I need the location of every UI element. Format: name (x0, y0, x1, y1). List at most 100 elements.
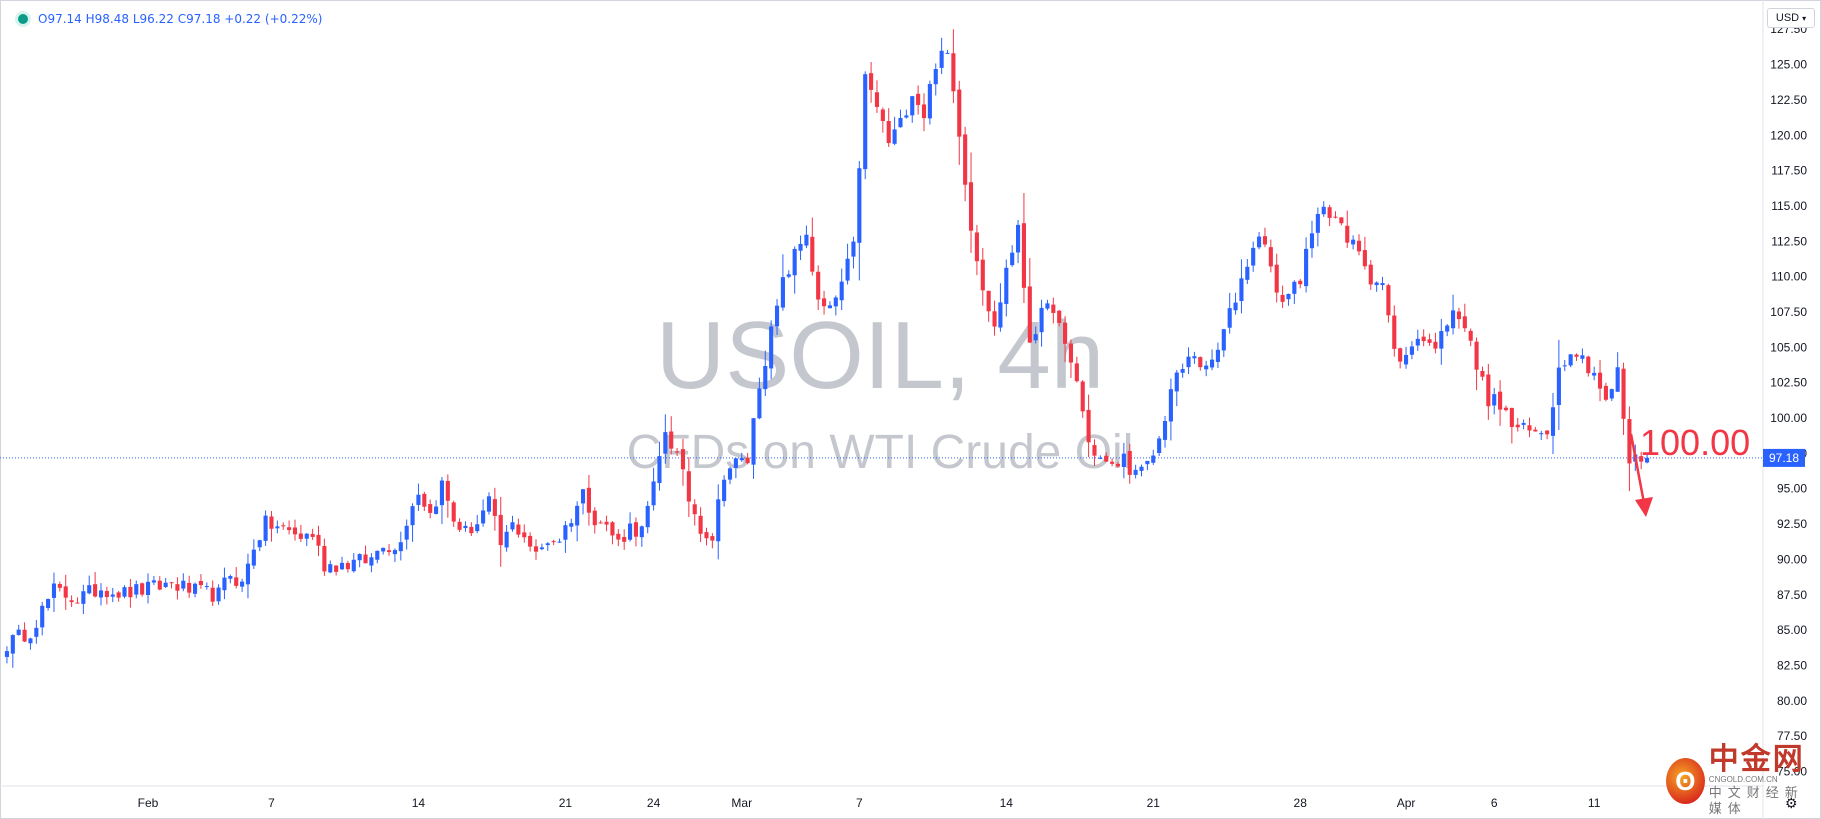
candle-body (222, 577, 227, 591)
candle (339, 556, 345, 571)
candle-body (140, 583, 145, 595)
candle-body (1509, 407, 1514, 427)
candle-body (616, 533, 621, 540)
legend-change: +0.22 (+0.22%) (224, 12, 323, 26)
price-axis[interactable]: 75.00 77.50 80.00 82.50 85.00 87.50 90.00 92.50… (1770, 22, 1807, 778)
candle-body (1168, 389, 1173, 422)
candle (586, 474, 591, 526)
currency-selector[interactable]: USD ▾ (1767, 8, 1815, 28)
candle (1421, 329, 1426, 347)
candle (1433, 332, 1438, 354)
candle (1550, 393, 1556, 455)
candle (1268, 239, 1273, 273)
candle-body (1063, 322, 1068, 344)
candle-body (1362, 250, 1367, 267)
candle (1227, 292, 1232, 334)
candle-body (1356, 240, 1362, 252)
price-tick-label: 75.00 (1777, 765, 1807, 779)
candle-body (1162, 420, 1168, 440)
candle (422, 491, 427, 512)
candle (51, 572, 57, 612)
candle (927, 80, 932, 125)
candle (475, 514, 480, 534)
candle-body (757, 388, 762, 419)
candle-body (1174, 372, 1179, 392)
candle-body (628, 523, 633, 540)
candle (1045, 299, 1050, 311)
candle-body (463, 525, 468, 529)
candle (1580, 348, 1585, 364)
time-axis[interactable]: Feb 7 14 21 24 Mar 7 14 21 28 Apr 6 11 (138, 796, 1601, 810)
candle (1509, 407, 1514, 444)
candle (1092, 439, 1097, 466)
candle (628, 512, 633, 542)
gear-icon[interactable]: ⚙ (1785, 795, 1798, 811)
candle-body (104, 590, 109, 598)
candle (592, 507, 597, 534)
candle-body (4, 651, 9, 657)
candle (1027, 258, 1032, 344)
candle-body (1398, 348, 1403, 362)
candle-body (93, 584, 98, 597)
candle (4, 646, 9, 664)
price-tick-label: 87.50 (1777, 588, 1807, 602)
candle-body (833, 297, 838, 307)
candle (210, 580, 215, 606)
candle (357, 553, 362, 568)
candle (1257, 232, 1262, 250)
candle (1127, 443, 1132, 484)
candle-body (722, 479, 727, 502)
candle (1233, 292, 1238, 315)
price-tick-label: 92.50 (1777, 517, 1807, 531)
candle (716, 484, 721, 560)
candle (845, 243, 850, 285)
candle-body (1257, 236, 1262, 248)
candle (1351, 235, 1356, 250)
price-tick-label: 120.00 (1770, 128, 1807, 142)
candle (1609, 388, 1614, 401)
candle (1251, 241, 1256, 272)
candle-body (1445, 325, 1450, 332)
candle-body (381, 547, 386, 552)
candle-body (892, 129, 897, 144)
candle-body (545, 543, 550, 545)
candle-body (439, 480, 445, 506)
candle (874, 80, 880, 113)
candle-body (481, 510, 486, 524)
candle-body (228, 576, 233, 579)
candle-body (751, 418, 756, 465)
candle-body (1339, 217, 1344, 224)
candle (839, 268, 844, 311)
candle (1133, 464, 1138, 479)
candle-body (921, 104, 927, 119)
candle (392, 548, 397, 563)
candle (974, 225, 979, 276)
time-tick-label: Mar (731, 796, 752, 810)
price-tick-label: 122.50 (1770, 93, 1807, 107)
candle-body (1221, 329, 1226, 351)
logo-name: 中金网 (1708, 743, 1805, 776)
candle-body (598, 522, 603, 524)
candle-body (46, 598, 51, 608)
candle (1304, 237, 1309, 293)
time-tick-label: 7 (268, 796, 275, 810)
candle-body (34, 627, 39, 637)
candle-body (404, 525, 409, 540)
candle-body (475, 524, 480, 532)
candle-body (210, 587, 215, 602)
candle-body (504, 531, 509, 548)
candle (151, 576, 156, 586)
price-tick-label: 112.50 (1771, 234, 1807, 248)
candle-body (827, 305, 832, 309)
candle (1174, 369, 1179, 407)
candle-body (769, 326, 774, 369)
candle (774, 299, 780, 335)
candle-body (434, 506, 439, 514)
candle-body (1462, 316, 1467, 329)
candle (921, 93, 927, 132)
watermark-symbol: USOIL, 4h (656, 302, 1104, 409)
candle (622, 529, 627, 550)
candle-body (1286, 293, 1291, 300)
candle-body (963, 134, 968, 185)
